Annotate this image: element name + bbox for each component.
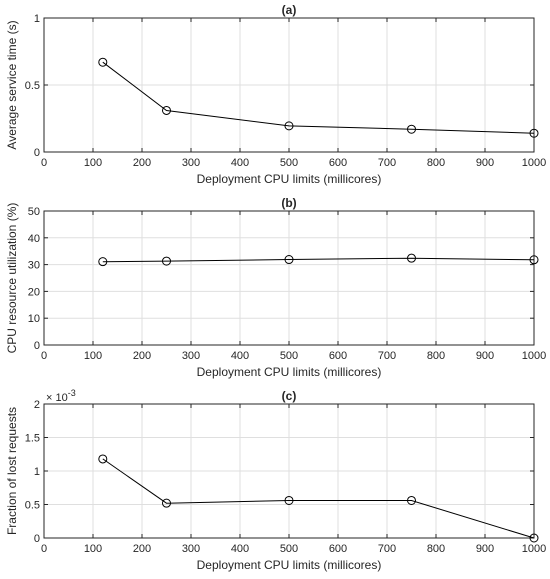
- x-tick-label: 200: [133, 350, 151, 362]
- x-tick-label: 300: [182, 543, 200, 555]
- y-axis-label: Fraction of lost requests: [5, 407, 19, 535]
- data-point: [407, 495, 416, 505]
- data-point: [162, 256, 171, 266]
- data-point: [284, 121, 294, 131]
- data-point: [529, 533, 539, 543]
- x-tick-label: 500: [280, 157, 298, 169]
- x-tick-label: 800: [427, 157, 445, 169]
- x-tick-label: 900: [476, 543, 494, 555]
- x-tick-label: 600: [329, 543, 347, 555]
- x-tick-label: 400: [231, 543, 249, 555]
- x-tick-label: 900: [476, 157, 494, 169]
- y-axis-label: CPU resource utilization (%): [5, 203, 19, 354]
- x-tick-label: 600: [329, 157, 347, 169]
- y-exponent-label: × 10-3: [46, 388, 76, 404]
- x-tick-label: 500: [280, 543, 298, 555]
- x-tick-label: 0: [41, 350, 47, 362]
- series-line: [102, 61, 535, 134]
- x-tick-label: 300: [182, 350, 200, 362]
- y-tick-label: 1: [34, 13, 40, 25]
- x-tick-label: 1000: [522, 543, 546, 555]
- data-point: [98, 257, 108, 267]
- y-tick-label: 2: [34, 399, 40, 411]
- y-tick-label: 40: [28, 233, 40, 245]
- x-tick-label: 800: [427, 543, 445, 555]
- data-point: [529, 255, 539, 265]
- x-axis-label: Deployment CPU limits (millicores): [197, 558, 382, 572]
- y-tick-label: 0: [34, 340, 40, 352]
- y-tick-label: 0.5: [25, 500, 40, 512]
- y-tick-label: 0: [34, 147, 40, 159]
- x-tick-label: 700: [378, 543, 396, 555]
- series-line: [102, 458, 535, 539]
- x-tick-label: 600: [329, 350, 347, 362]
- x-tick-label: 0: [41, 543, 47, 555]
- x-tick-label: 400: [231, 350, 249, 362]
- x-tick-label: 400: [231, 157, 249, 169]
- y-tick-label: 20: [28, 286, 40, 298]
- x-tick-label: 1000: [522, 157, 546, 169]
- x-tick-label: 100: [84, 157, 102, 169]
- subplot-c: 0 100 200 300 400 500 600 700 800 900 1000 0 0.5 1 1.5…: [5, 388, 546, 572]
- subplot-a: 0 100 200 300 400 500 600 700 800 900 1000 0 0.5 1 (a)…: [5, 3, 546, 186]
- series-line: [102, 257, 535, 263]
- x-axis-label: Deployment CPU limits (millicores): [197, 365, 382, 379]
- x-tick-label: 300: [182, 157, 200, 169]
- y-tick-label: 1: [34, 466, 40, 478]
- x-tick-label: 700: [378, 157, 396, 169]
- x-tick-label: 900: [476, 350, 494, 362]
- data-point: [284, 255, 294, 265]
- data-point: [162, 498, 171, 508]
- chart-title: (b): [281, 196, 296, 210]
- x-tick-label: 800: [427, 350, 445, 362]
- x-tick-label: 700: [378, 350, 396, 362]
- y-tick-label: 0.5: [25, 80, 40, 92]
- y-tick-label: 50: [28, 206, 40, 218]
- y-tick-label: 30: [28, 260, 40, 272]
- x-tick-label: 500: [280, 350, 298, 362]
- chart-title: (c): [282, 389, 297, 403]
- data-point: [529, 128, 539, 138]
- x-tick-label: 1000: [522, 350, 546, 362]
- x-tick-label: 0: [41, 157, 47, 169]
- x-tick-label: 100: [84, 350, 102, 362]
- data-point: [284, 495, 294, 505]
- x-axis-label: Deployment CPU limits (millicores): [197, 172, 382, 186]
- y-tick-label: 1.5: [25, 433, 40, 445]
- subplot-b: 0 100 200 300 400 500 600 700 800 900 1000 0 10 20 30 4…: [5, 196, 546, 379]
- x-tick-label: 100: [84, 543, 102, 555]
- data-point: [98, 57, 108, 67]
- y-tick-label: 0: [34, 533, 40, 545]
- data-point: [98, 454, 108, 464]
- y-tick-label: 10: [28, 313, 40, 325]
- data-point: [162, 105, 171, 115]
- y-axis-label: Average service time (s): [5, 20, 19, 149]
- chart-title: (a): [282, 3, 297, 17]
- data-point: [407, 124, 416, 134]
- x-tick-label: 200: [133, 543, 151, 555]
- data-point: [407, 253, 416, 263]
- x-tick-label: 200: [133, 157, 151, 169]
